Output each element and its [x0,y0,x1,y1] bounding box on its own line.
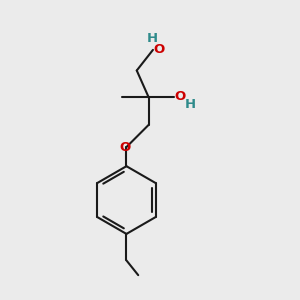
Text: O: O [174,90,186,103]
Text: H: H [146,32,158,45]
Text: O: O [154,43,165,56]
Text: O: O [119,141,130,154]
Text: H: H [185,98,196,111]
